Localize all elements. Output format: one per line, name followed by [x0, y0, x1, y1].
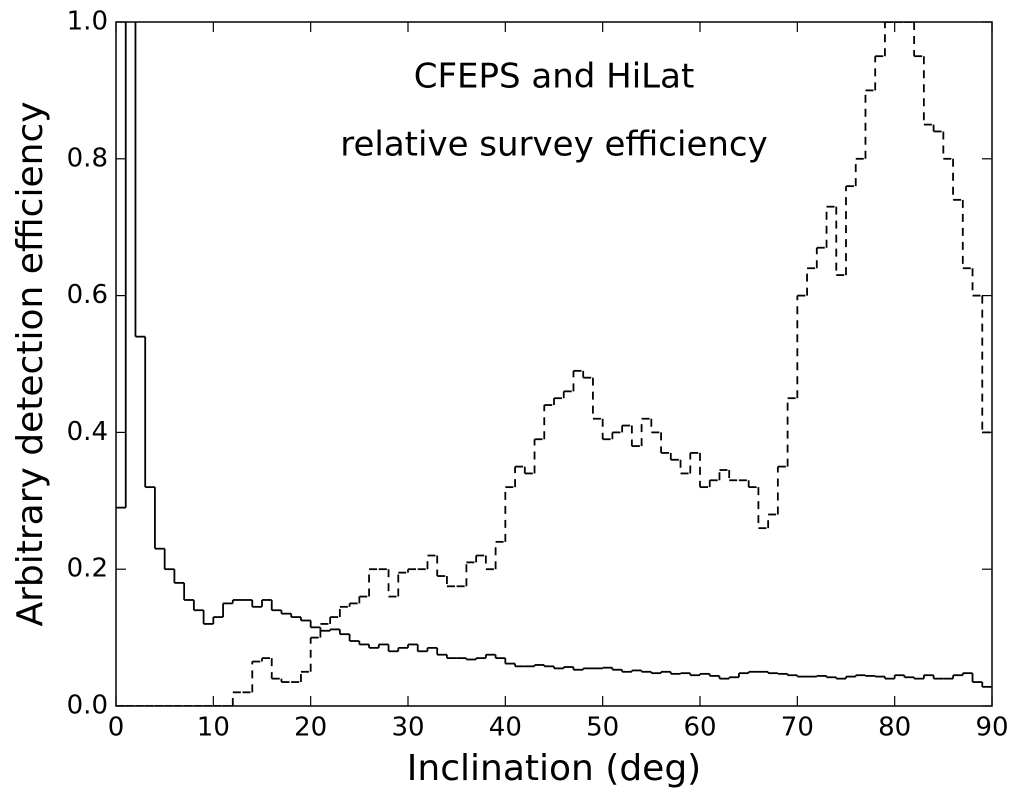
- x-tick-label: 30: [391, 713, 424, 743]
- x-tick-label: 20: [294, 713, 327, 743]
- chart-title: CFEPS and HiLat: [414, 57, 695, 97]
- x-tick-label: 50: [586, 713, 619, 743]
- x-tick-label: 90: [975, 713, 1008, 743]
- x-tick-label: 70: [781, 713, 814, 743]
- y-tick-label: 0.2: [67, 554, 108, 584]
- y-tick-label: 0.6: [67, 280, 108, 310]
- x-tick-label: 60: [683, 713, 716, 743]
- y-tick-label: 1.0: [67, 7, 108, 37]
- y-axis-label: Arbitrary detection efficiency: [10, 101, 51, 626]
- x-tick-label: 40: [489, 713, 522, 743]
- y-tick-label: 0.0: [67, 691, 108, 721]
- y-tick-label: 0.8: [67, 143, 108, 173]
- x-tick-label: 0: [108, 713, 125, 743]
- x-tick-label: 80: [878, 713, 911, 743]
- plot-area: [116, 22, 992, 706]
- plot-frame: [115, 21, 993, 707]
- chart-subtitle: relative survey efficiency: [340, 125, 767, 165]
- x-tick-label: 10: [197, 713, 230, 743]
- x-axis-label: Inclination (deg): [407, 748, 701, 789]
- y-tick-label: 0.4: [67, 417, 108, 447]
